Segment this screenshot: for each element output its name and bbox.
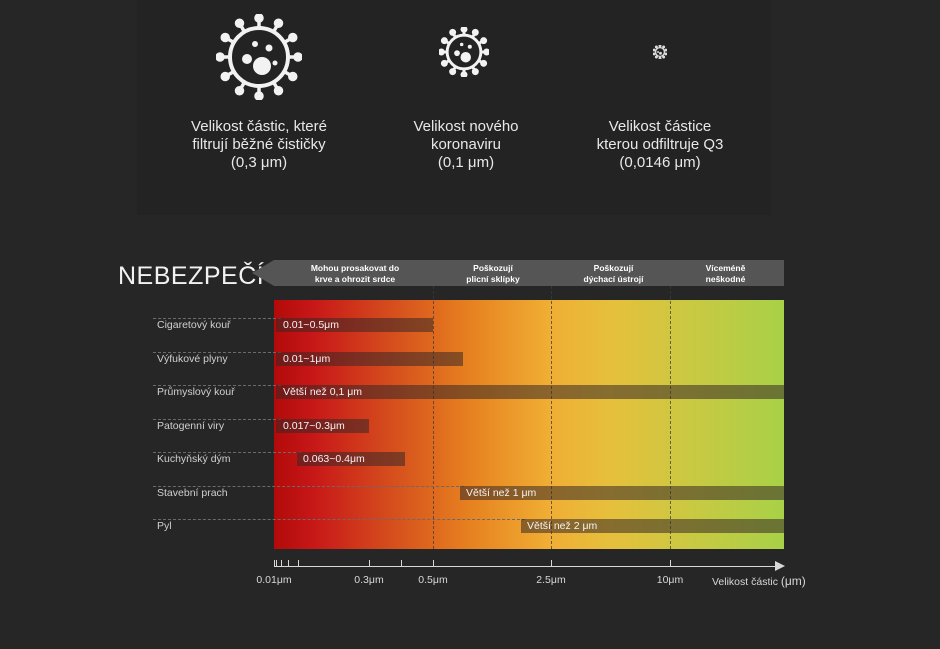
range-bar bbox=[460, 485, 784, 500]
range-bar bbox=[276, 351, 463, 366]
minor-tick bbox=[288, 560, 289, 566]
category-label: Patogenní viry bbox=[157, 419, 225, 432]
tick-label: 0.01μm bbox=[256, 574, 292, 586]
row-dashed-line bbox=[153, 452, 301, 453]
range-label: 0.017~0.3μm bbox=[283, 419, 345, 432]
range-bar bbox=[521, 519, 784, 533]
category-label: Výfukové plyny bbox=[157, 352, 228, 365]
range-label: Větší než 1 μm bbox=[466, 486, 537, 499]
row-dashed-line bbox=[153, 418, 281, 420]
tick-label: 10μm bbox=[656, 574, 684, 586]
coronavirus-size-caption: Velikost nového koronaviru (0,1 μm) bbox=[413, 118, 519, 171]
row-dashed-line bbox=[153, 351, 281, 353]
minor-tick bbox=[401, 560, 402, 566]
filter-size-caption: Velikost částic, které filtrují běžné čis… bbox=[191, 118, 327, 171]
category-label: Cigaretový kouř bbox=[157, 319, 231, 331]
range-label: 0.01~1μm bbox=[283, 352, 331, 365]
virus-small-icon bbox=[653, 45, 667, 59]
separator-2-5um bbox=[551, 286, 552, 549]
row-dashed-line bbox=[153, 318, 281, 319]
tick-label: 0.3μm bbox=[354, 574, 384, 586]
tick-label: 0.5μm bbox=[418, 574, 448, 586]
danger-title: NEBEZPEČÍ bbox=[118, 262, 265, 290]
range-bar bbox=[297, 452, 406, 466]
major-tick bbox=[433, 560, 434, 566]
q3-size-caption: Velikost částice kterou odfiltruje Q3 (0,0… bbox=[596, 118, 724, 171]
virus-large-icon bbox=[216, 14, 302, 100]
minor-tick bbox=[298, 560, 299, 566]
major-tick bbox=[551, 560, 552, 566]
band-label-alveoli: Poškozují plicní sklípky bbox=[466, 263, 520, 284]
row-dashed-line bbox=[153, 485, 464, 487]
x-axis-title: Velikost částic (μm) bbox=[712, 574, 806, 588]
category-label: Průmyslový kouř bbox=[157, 386, 235, 398]
category-label: Pyl bbox=[157, 520, 172, 532]
virus-medium-icon bbox=[439, 27, 489, 77]
range-bar bbox=[276, 318, 433, 332]
x-axis-label: Velikost částic bbox=[712, 576, 778, 588]
x-axis-line bbox=[274, 566, 776, 567]
tick-label: 2.5μm bbox=[536, 574, 566, 586]
range-bar bbox=[276, 385, 784, 399]
band-label-heart: Mohou prosakovat do krve a ohrozit srdce bbox=[310, 263, 400, 284]
row-dashed-line bbox=[153, 385, 281, 386]
category-label: Kuchyňský dým bbox=[157, 453, 231, 465]
major-tick bbox=[369, 560, 370, 566]
range-label: Větší než 2 μm bbox=[527, 520, 598, 532]
band-label-respiratory: Poškozují dýchací ústrojí bbox=[583, 263, 644, 284]
danger-arrow-band bbox=[252, 260, 784, 286]
separator-10um bbox=[670, 286, 671, 549]
minor-tick bbox=[281, 560, 282, 566]
major-tick bbox=[670, 560, 671, 566]
band-label-harmless: Víceméně neškodné bbox=[705, 263, 746, 284]
x-axis-unit: (μm) bbox=[780, 574, 806, 588]
range-label: Větší než 0,1 μm bbox=[283, 386, 363, 398]
range-label: 0.01~0.5μm bbox=[283, 319, 339, 331]
category-label: Stavební prach bbox=[157, 486, 228, 499]
minor-tick bbox=[276, 560, 277, 566]
x-axis-arrow bbox=[775, 561, 785, 571]
separator-0-5um bbox=[433, 286, 434, 549]
row-dashed-line bbox=[153, 519, 525, 520]
major-tick bbox=[274, 560, 275, 566]
range-bar bbox=[276, 418, 369, 433]
range-label: 0.063~0.4μm bbox=[303, 453, 365, 465]
